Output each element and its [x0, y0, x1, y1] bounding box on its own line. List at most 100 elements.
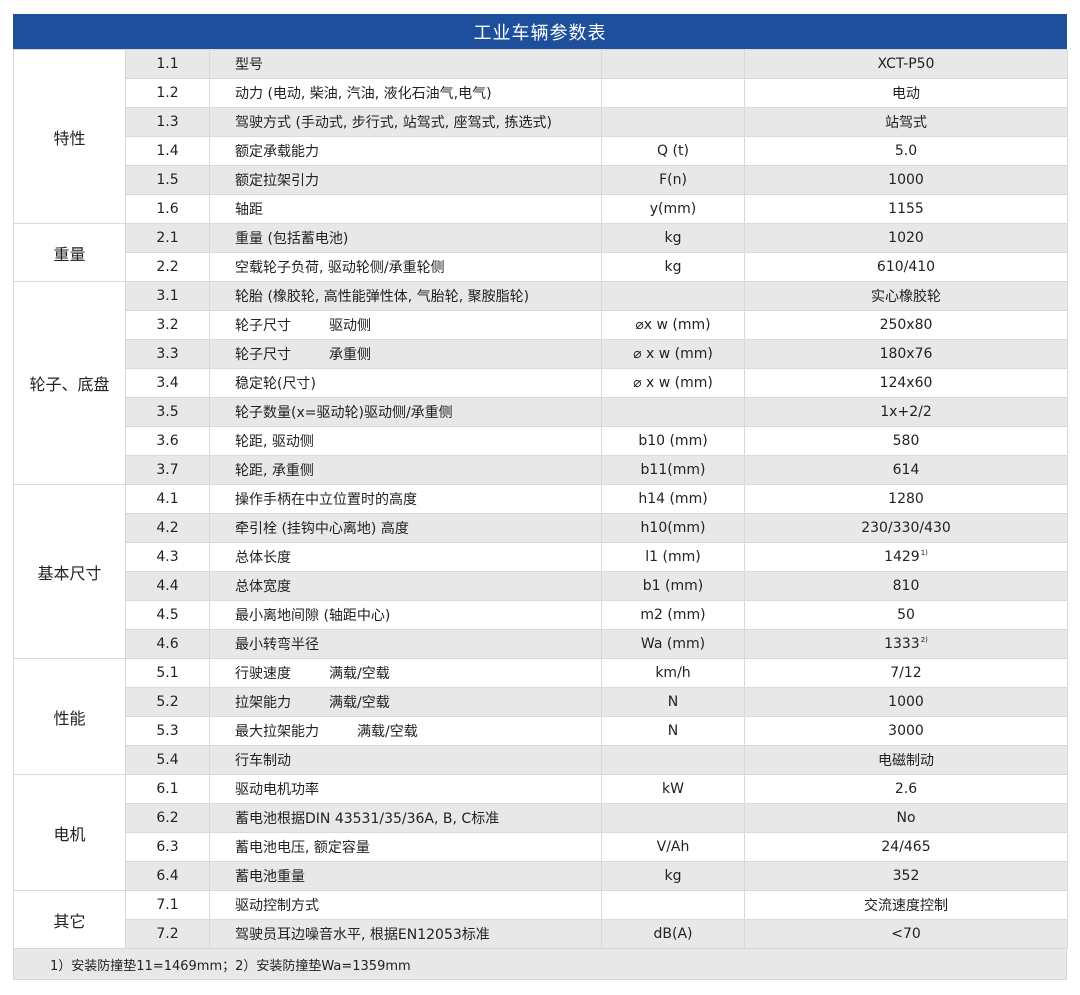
table-row: 重量 2.1 重量 (包括蓄电池) kg 1020 — [13, 223, 1068, 282]
row-number: 5.3 — [125, 716, 210, 746]
description-text: 最小转弯半径 — [235, 637, 319, 653]
row-description: 蓄电池电压, 额定容量 — [209, 832, 602, 862]
row-unit: Wa (mm) — [601, 629, 745, 659]
row-number: 1.1 — [125, 49, 210, 79]
description-text: 蓄电池电压, 额定容量 — [235, 840, 370, 856]
description-text: 驱动控制方式 — [235, 898, 319, 914]
row-description: 轮子尺寸 承重侧 — [209, 339, 602, 369]
row-unit: y(mm) — [601, 194, 745, 224]
table-row: 3.2 轮子尺寸 驱动侧 ⌀x w (mm) 250x80 — [14, 310, 1068, 340]
row-value: 614 — [744, 455, 1068, 485]
row-number: 4.5 — [125, 600, 210, 630]
row-unit: kW — [601, 774, 745, 804]
row-number: 7.1 — [125, 890, 210, 920]
row-number: 5.4 — [125, 745, 210, 775]
description-sub: 满载/空载 — [329, 666, 390, 682]
row-description: 最大拉架能力 满载/空载 — [209, 716, 602, 746]
row-description: 驱动电机功率 — [209, 774, 602, 804]
table-row: 4.2 牵引栓 (挂钩中心离地) 高度 h10(mm) 230/330/430 — [14, 513, 1068, 543]
description-text: 空载轮子负荷, 驱动轮侧/承重轮侧 — [235, 260, 445, 276]
row-number: 6.1 — [125, 774, 210, 804]
description-text: 行驶速度 — [235, 666, 291, 682]
row-unit — [601, 107, 745, 137]
value-text: 3000 — [888, 723, 924, 739]
row-number: 4.3 — [125, 542, 210, 572]
table-row: 3.7 轮距, 承重侧 b11(mm) 614 — [14, 455, 1068, 485]
table-row: 3.5 轮子数量(x=驱动轮)驱动侧/承重侧 1x+2/2 — [14, 397, 1068, 427]
value-text: 610/410 — [876, 259, 936, 275]
row-value: 电磁制动 — [744, 745, 1068, 775]
row-value: 电动 — [744, 78, 1068, 108]
row-unit: dB(A) — [601, 919, 745, 949]
row-description: 动力 (电动, 柴油, 汽油, 液化石油气,电气) — [209, 78, 602, 108]
description-text: 总体长度 — [235, 550, 291, 566]
row-number: 3.4 — [125, 368, 210, 398]
row-number: 3.2 — [125, 310, 210, 340]
value-text: 2.6 — [894, 781, 918, 797]
row-value: 24/465 — [744, 832, 1068, 862]
description-text: 轮距, 驱动侧 — [235, 434, 314, 450]
row-description: 最小转弯半径 — [209, 629, 602, 659]
row-description: 空载轮子负荷, 驱动轮侧/承重轮侧 — [209, 252, 602, 282]
row-description: 轮距, 驱动侧 — [209, 426, 602, 456]
value-text: 1x+2/2 — [880, 404, 932, 420]
row-value: No — [744, 803, 1068, 833]
row-description: 轮距, 承重侧 — [209, 455, 602, 485]
row-description: 额定承载能力 — [209, 136, 602, 166]
row-number: 5.1 — [125, 658, 210, 688]
row-description: 重量 (包括蓄电池) — [209, 223, 602, 253]
table-row: 6.2 蓄电池根据DIN 43531/35/36A, B, C标准 No — [14, 803, 1068, 833]
row-unit — [601, 803, 745, 833]
row-value: 810 — [744, 571, 1068, 601]
row-value: 1000 — [744, 165, 1068, 195]
value-text: 614 — [892, 462, 920, 478]
description-text: 重量 (包括蓄电池) — [235, 231, 349, 247]
value-text: 5.0 — [894, 143, 918, 159]
row-value: 50 — [744, 600, 1068, 630]
row-description: 型号 — [209, 49, 602, 79]
row-unit: ⌀ x w (mm) — [601, 368, 745, 398]
value-text: <70 — [891, 926, 921, 942]
description-text: 轴距 — [235, 202, 263, 218]
table-row: 1.3 驾驶方式 (手动式, 步行式, 站驾式, 座驾式, 拣选式) 站驾式 — [14, 107, 1068, 137]
row-value: 实心橡胶轮 — [744, 281, 1068, 311]
row-number: 1.6 — [125, 194, 210, 224]
footnote: 1）安装防撞垫11=1469mm；2）安装防撞垫Wa=1359mm — [13, 949, 1067, 980]
table-row: 5.2 拉架能力 满载/空载 N 1000 — [14, 687, 1068, 717]
table-row: 性能 5.1 行驶速度 满载/空载 km/h 7/12 — [13, 658, 1068, 775]
row-number: 5.2 — [125, 687, 210, 717]
value-text: 1020 — [888, 230, 924, 246]
table-title: 工业车辆参数表 — [13, 14, 1067, 49]
description-text: 驾驶员耳边噪音水平, 根据EN12053标准 — [235, 927, 490, 943]
row-description: 蓄电池根据DIN 43531/35/36A, B, C标准 — [209, 803, 602, 833]
table-row: 4.6 最小转弯半径 Wa (mm) 13332) — [14, 629, 1068, 659]
row-unit — [601, 745, 745, 775]
value-text: 1000 — [888, 694, 924, 710]
table-row: 7.2 驾驶员耳边噪音水平, 根据EN12053标准 dB(A) <70 — [14, 919, 1068, 949]
spec-sheet: 工业车辆参数表 特性 1.1 型号 XCT-P50 1.2 动力 (电动, 柴油, 汽油,… — [13, 14, 1068, 980]
row-description: 驾驶员耳边噪音水平, 根据EN12053标准 — [209, 919, 602, 949]
description-text: 蓄电池重量 — [235, 869, 305, 885]
table-row: 2.2 空载轮子负荷, 驱动轮侧/承重轮侧 kg 610/410 — [14, 252, 1068, 282]
row-unit: ⌀x w (mm) — [601, 310, 745, 340]
row-description: 轮子数量(x=驱动轮)驱动侧/承重侧 — [209, 397, 602, 427]
row-number: 3.7 — [125, 455, 210, 485]
row-value: <70 — [744, 919, 1068, 949]
row-unit — [601, 78, 745, 108]
row-description: 最小离地间隙 (轴距中心) — [209, 600, 602, 630]
row-description: 轮子尺寸 驱动侧 — [209, 310, 602, 340]
row-number: 7.2 — [125, 919, 210, 949]
description-text: 轮距, 承重侧 — [235, 463, 314, 479]
row-unit: b10 (mm) — [601, 426, 745, 456]
row-unit: F(n) — [601, 165, 745, 195]
row-value: XCT-P50 — [744, 49, 1068, 79]
value-text: 1333 — [884, 636, 920, 652]
table-row: 5.4 行车制动 电磁制动 — [14, 745, 1068, 775]
row-unit — [601, 890, 745, 920]
row-unit: N — [601, 716, 745, 746]
row-number: 6.2 — [125, 803, 210, 833]
row-value: 2.6 — [744, 774, 1068, 804]
description-text: 稳定轮(尺寸) — [235, 376, 316, 392]
row-description: 轮胎 (橡胶轮, 高性能弹性体, 气胎轮, 聚胺脂轮) — [209, 281, 602, 311]
table-row: 6.4 蓄电池重量 kg 352 — [14, 861, 1068, 891]
